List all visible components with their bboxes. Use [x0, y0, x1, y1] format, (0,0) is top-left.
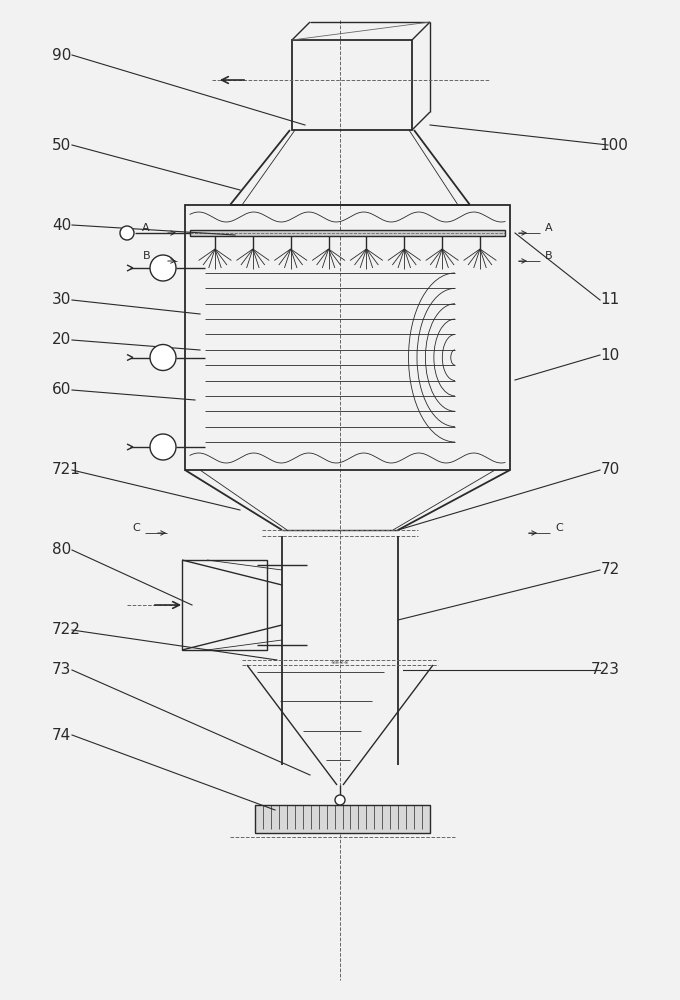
Bar [292, 40, 412, 130]
Text: 80: 80 [52, 542, 71, 558]
Text: 73: 73 [52, 662, 71, 678]
Text: 72: 72 [600, 562, 620, 578]
Circle shape [120, 226, 134, 240]
Text: 721: 721 [52, 462, 81, 478]
Bar [255, 805, 430, 833]
Text: 50: 50 [52, 137, 71, 152]
Text: 30: 30 [52, 292, 71, 308]
Bar [185, 205, 510, 470]
Bar [182, 560, 267, 650]
Text: B: B [142, 251, 150, 261]
Text: C: C [555, 523, 563, 533]
Text: 74: 74 [52, 728, 71, 742]
Text: B: B [545, 251, 553, 261]
Text: 723: 723 [591, 662, 620, 678]
Text: 70: 70 [600, 462, 620, 478]
Circle shape [150, 344, 176, 370]
Text: 20: 20 [52, 332, 71, 348]
Text: C: C [132, 523, 140, 533]
Text: 722: 722 [52, 622, 81, 638]
Circle shape [150, 434, 176, 460]
Text: A: A [142, 223, 150, 233]
Text: A: A [545, 223, 553, 233]
Bar [190, 230, 505, 236]
Text: 90: 90 [52, 47, 71, 62]
Circle shape [335, 795, 345, 805]
Text: 100: 100 [599, 137, 628, 152]
Text: 40: 40 [52, 218, 71, 232]
Circle shape [150, 255, 176, 281]
Text: 10: 10 [600, 348, 620, 362]
Text: 11: 11 [600, 292, 620, 308]
Text: 60: 60 [52, 382, 71, 397]
Text: ※※※※: ※※※※ [330, 660, 350, 664]
